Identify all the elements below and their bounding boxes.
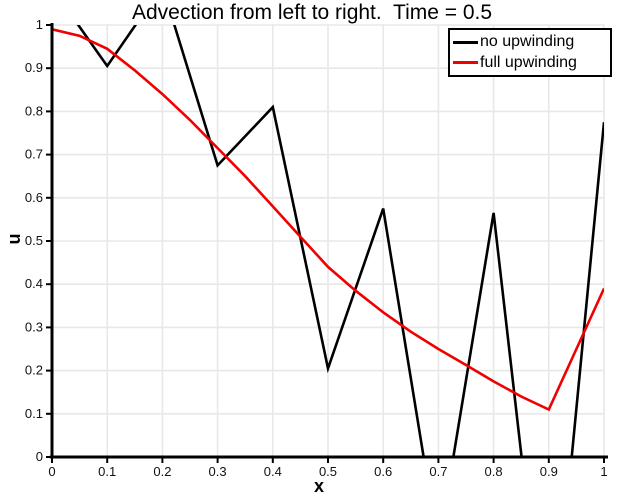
y-tick-label: 1 [36, 17, 43, 32]
y-tick-label: 0.8 [25, 103, 43, 118]
x-tick-label: 0 [48, 464, 55, 479]
x-tick-label: 0.7 [429, 464, 447, 479]
legend-item-label: full upwinding [480, 53, 577, 71]
y-axis-label: u [3, 233, 24, 245]
series-group [52, 25, 604, 457]
legend-item: full upwinding [453, 54, 607, 72]
y-tick-label: 0.1 [25, 406, 43, 421]
y-tick-label: 0.5 [25, 233, 43, 248]
x-axis-label: x [314, 476, 325, 496]
series-line-full-upwinding [52, 28, 604, 412]
x-tick-label: 0.8 [485, 464, 503, 479]
x-tick-label: 0.4 [264, 464, 282, 479]
x-tick-label: 0.5 [319, 464, 337, 479]
legend-item: no upwinding [453, 33, 607, 51]
y-tick-label: 0.7 [25, 147, 43, 162]
legend-line-sample [453, 61, 478, 65]
x-tick-label: 0.9 [540, 464, 558, 479]
x-tick-label: 0.1 [98, 464, 116, 479]
y-tick-label: 0.9 [25, 60, 43, 75]
x-tick-label: 0.3 [209, 464, 227, 479]
y-tick-label: 0.4 [25, 276, 43, 291]
x-tick-label: 0.6 [374, 464, 392, 479]
legend-item-label: no upwinding [480, 33, 575, 51]
y-tick-label: 0.2 [25, 363, 43, 378]
y-tick-label: 0 [36, 449, 43, 464]
y-tick-label: 0.6 [25, 190, 43, 205]
y-tick-label: 0.3 [25, 319, 43, 334]
x-tick-label: 1 [600, 464, 607, 479]
chart-title: Advection from left to right. Time = 0.5 [131, 1, 493, 24]
legend-line-sample [453, 40, 478, 44]
legend: no upwinding full upwinding [448, 28, 612, 77]
x-tick-label: 0.2 [153, 464, 171, 479]
